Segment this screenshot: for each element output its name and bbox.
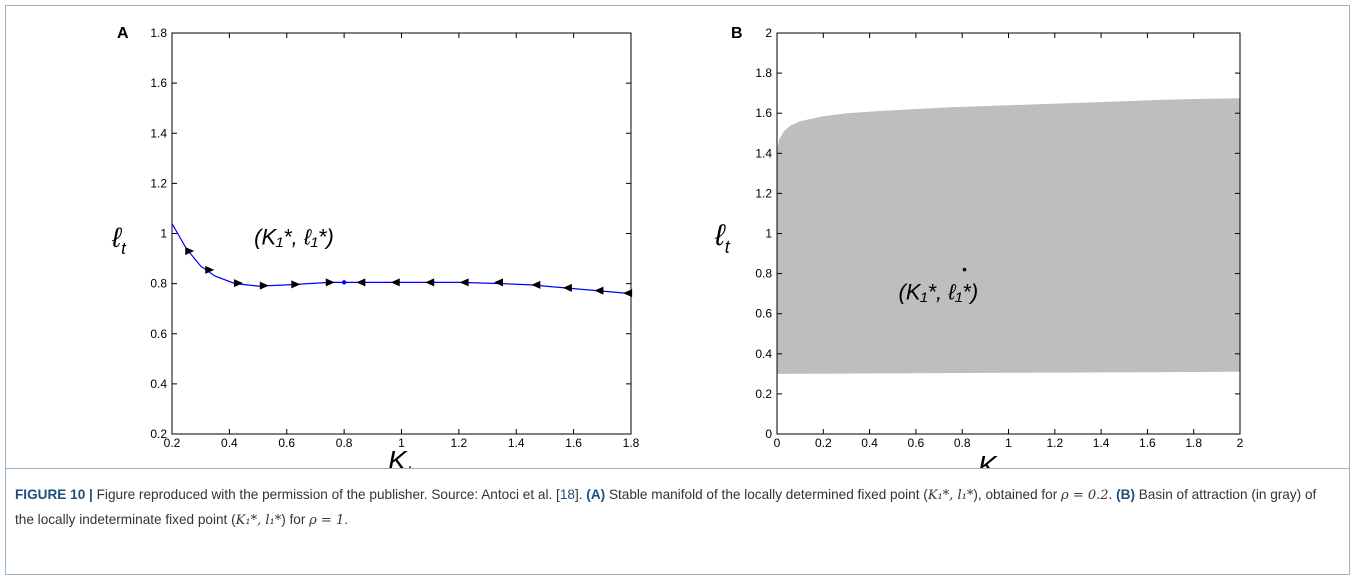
caption-b-rho: ρ = 1 bbox=[309, 513, 345, 528]
chart-b-xtick-label: 0.8 bbox=[954, 436, 971, 450]
chart-b-ytick-label: 1.6 bbox=[755, 106, 772, 120]
caption-b-text-2: ) for bbox=[281, 512, 310, 527]
chart-a-fixed-point-label: (K₁*, ℓ₁*) bbox=[254, 224, 334, 249]
chart-a-xtick-label: 1 bbox=[398, 436, 405, 450]
figure-caption: FIGURE 10 | Figure reproduced with the p… bbox=[15, 483, 1335, 533]
chart-a-ylabel: ℓt bbox=[111, 222, 127, 258]
chart-a-fixed-point bbox=[341, 280, 347, 285]
chart-b-xtick-label: 0.2 bbox=[815, 436, 832, 450]
chart-b-fixed-point-label: (K₁*, ℓ₁*) bbox=[899, 280, 979, 305]
figure-frame bbox=[5, 5, 1350, 575]
chart-a-ytick-label: 1 bbox=[160, 227, 167, 241]
chart-a-arrow-marker bbox=[494, 278, 504, 287]
chart-a-xtick-label: 0.2 bbox=[164, 436, 181, 450]
chart-a-arrow-marker bbox=[425, 278, 435, 287]
caption-b-label: (B) bbox=[1116, 487, 1135, 502]
chart-b-xtick-label: 1.6 bbox=[1139, 436, 1156, 450]
chart-b-ytick-label: 0.6 bbox=[755, 307, 772, 321]
chart-a-arrow-marker bbox=[531, 280, 541, 289]
caption-a-label: (A) bbox=[586, 487, 606, 502]
caption-a-text: Stable manifold of the locally determine… bbox=[605, 487, 928, 502]
chart-a-ytick-label: 0.8 bbox=[150, 277, 167, 291]
chart-a-ytick-label: 1.6 bbox=[150, 76, 167, 90]
caption-ref-link[interactable]: 18 bbox=[559, 487, 575, 502]
chart-b-ylabel: ℓt bbox=[714, 219, 731, 257]
chart-b-basin-region bbox=[777, 98, 1240, 374]
panel-label-a: A bbox=[117, 25, 129, 42]
caption-a-rho: ρ = 0.2 bbox=[1061, 488, 1109, 503]
chart-b-ytick-label: 0.2 bbox=[755, 387, 772, 401]
chart-a-xtick-label: 0.4 bbox=[221, 436, 238, 450]
figure-label: FIGURE 10 | bbox=[15, 487, 93, 502]
chart-a-arrow-marker bbox=[291, 280, 301, 289]
panel-label-b: B bbox=[731, 25, 743, 42]
chart-b-xtick-label: 1.8 bbox=[1185, 436, 1202, 450]
chart-b-ytick-label: 1.4 bbox=[755, 146, 772, 160]
chart-b-ytick-label: 1 bbox=[765, 227, 772, 241]
chart-a-arrow-marker bbox=[356, 278, 366, 287]
caption-divider bbox=[5, 468, 1350, 469]
chart-b-ytick-label: 0 bbox=[765, 427, 772, 441]
chart-a-ytick-label: 0.4 bbox=[150, 377, 167, 391]
chart-b-xtick-label: 0.6 bbox=[908, 436, 925, 450]
chart-b-xtick-label: 0 bbox=[774, 436, 781, 450]
chart-b-ytick-label: 2 bbox=[765, 26, 772, 40]
chart-a-arrow-marker bbox=[259, 281, 269, 290]
chart-a-arrow-marker bbox=[185, 247, 195, 256]
chart-b-xtick-label: 2 bbox=[1237, 436, 1244, 450]
chart-b-xtick-label: 0.4 bbox=[861, 436, 878, 450]
caption-b-point: K₁*, l₁* bbox=[235, 513, 282, 528]
chart-a-ytick-label: 0.6 bbox=[150, 327, 167, 341]
chart-a-arrow-marker bbox=[459, 278, 469, 287]
chart-a-arrow-marker bbox=[594, 286, 604, 295]
chart-b-ytick-label: 0.4 bbox=[755, 347, 772, 361]
chart-a-ytick-label: 1.2 bbox=[150, 176, 167, 190]
chart-a-arrow-marker bbox=[562, 283, 572, 292]
chart-a-xtick-label: 1.6 bbox=[565, 436, 582, 450]
chart-b-ytick-label: 1.2 bbox=[755, 186, 772, 200]
chart-a-ytick-label: 0.2 bbox=[150, 427, 167, 441]
chart-a-xtick-label: 1.2 bbox=[451, 436, 468, 450]
chart-b-xtick-label: 1.2 bbox=[1046, 436, 1063, 450]
caption-a-text-3: . bbox=[1108, 487, 1117, 502]
chart-a-arrow-marker bbox=[623, 289, 633, 298]
chart-a-xtick-label: 1.4 bbox=[508, 436, 525, 450]
caption-b-text: Basin of attraction (in gray) of the loc… bbox=[15, 487, 1317, 527]
chart-a-arrow-marker bbox=[390, 278, 400, 287]
caption-a-point: K₁*, l₁* bbox=[927, 488, 974, 503]
chart-b: 0 0.2 0.4 0.6 0.8 1 1.2 1.4 1.6 1.8 2 0 0.2 0.4 0.6 0.8… bbox=[714, 26, 1244, 468]
chart-b-ytick-label: 0.8 bbox=[755, 267, 772, 281]
chart-a-arrow-marker bbox=[233, 279, 243, 288]
chart-a: 0.2 0.4 0.6 0.8 1 1.2 1.4 1.6 1.8 0.2 0.4 0.6 0.8 1 1.… bbox=[111, 26, 640, 468]
chart-a-ytick-label: 1.8 bbox=[150, 26, 167, 40]
chart-b-xtick-label: 1 bbox=[1005, 436, 1012, 450]
chart-b-xtick-label: 1.4 bbox=[1093, 436, 1110, 450]
chart-a-xlabel: Kt bbox=[388, 445, 413, 468]
chart-a-arrow-marker bbox=[325, 278, 335, 287]
chart-b-fixed-point bbox=[962, 267, 967, 272]
chart-a-arrow-marker bbox=[205, 265, 215, 274]
caption-text-1: Figure reproduced with the permission of… bbox=[92, 487, 560, 502]
caption-b-text-3: . bbox=[344, 512, 349, 527]
caption-a-text-2: ), obtained for bbox=[973, 487, 1062, 502]
chart-a-xtick-label: 0.8 bbox=[336, 436, 353, 450]
chart-a-xtick-label: 1.8 bbox=[623, 436, 640, 450]
chart-b-xlabel: Kt bbox=[978, 450, 1003, 468]
caption-text-2: ]. bbox=[574, 487, 587, 502]
chart-a-xtick-label: 0.6 bbox=[278, 436, 295, 450]
chart-a-ytick-label: 1.4 bbox=[150, 126, 167, 140]
chart-b-ytick-label: 1.8 bbox=[755, 66, 772, 80]
